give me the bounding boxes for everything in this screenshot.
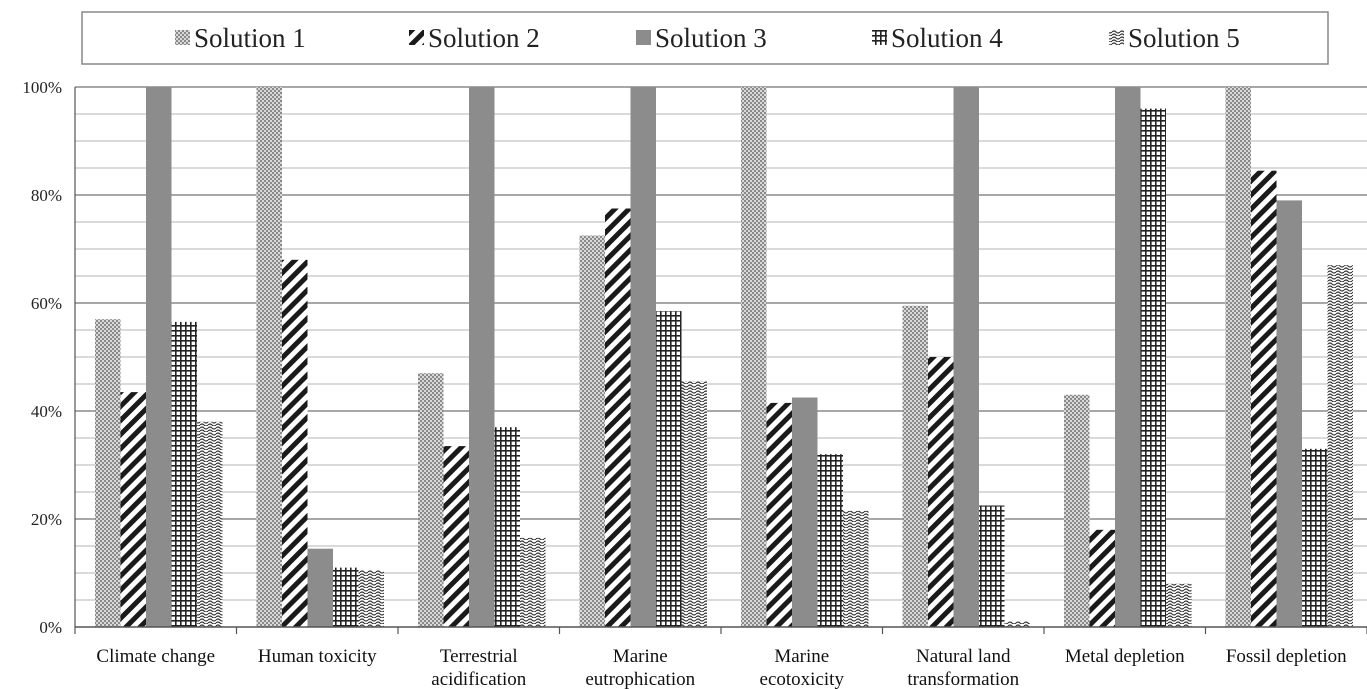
legend-label: Solution 5 — [1128, 23, 1240, 53]
legend-label: Solution 4 — [891, 23, 1003, 53]
bar — [1327, 265, 1353, 627]
bar — [1140, 108, 1166, 628]
bar — [197, 421, 223, 627]
bar — [1064, 394, 1090, 627]
y-tick-label: 40% — [31, 402, 62, 421]
y-axis: 0% 20% 40% 60% 80% 100% — [22, 78, 76, 637]
bar — [979, 505, 1005, 627]
legend-label: Solution 3 — [655, 23, 767, 53]
bar — [1089, 529, 1115, 627]
bars — [95, 87, 1353, 628]
category-label: Human toxicity — [258, 646, 377, 667]
bar — [953, 87, 979, 627]
legend: Solution 1 Solution 2 Solution 3 Solution 4… — [175, 23, 1240, 53]
bar — [1115, 87, 1141, 627]
bar — [494, 427, 520, 627]
bar — [1251, 170, 1277, 627]
bar — [1225, 87, 1251, 627]
category-label: Fossil depletion — [1226, 646, 1347, 667]
bar — [333, 567, 359, 627]
category-label: Climate change — [96, 646, 215, 667]
legend-swatch — [175, 30, 190, 45]
bar — [443, 446, 469, 627]
bar — [256, 87, 282, 627]
category-label: transformation — [907, 669, 1019, 689]
bar — [171, 321, 197, 627]
bar — [1276, 200, 1302, 627]
bar — [681, 381, 707, 627]
bar — [766, 402, 792, 627]
bar — [520, 537, 546, 627]
legend-swatch — [1109, 30, 1124, 45]
legend-swatch — [872, 30, 887, 45]
bar — [120, 392, 146, 627]
bar — [902, 305, 928, 627]
y-tick-label: 0% — [39, 618, 62, 637]
bar — [843, 510, 869, 627]
y-tick-label: 80% — [31, 186, 62, 205]
x-axis: Climate change Human toxicity Terrestriala… — [74, 626, 1367, 689]
category-label: eutrophication — [585, 669, 695, 689]
bar — [656, 311, 682, 627]
legend-label: Solution 1 — [194, 23, 306, 53]
bar — [1302, 448, 1328, 627]
bar — [469, 87, 495, 627]
legend-swatch — [636, 30, 651, 45]
bar — [579, 235, 605, 627]
bar — [817, 454, 843, 627]
bar — [928, 357, 954, 627]
y-tick-label: 60% — [31, 294, 62, 313]
category-label: Metal depletion — [1065, 646, 1185, 667]
bar — [1166, 583, 1192, 627]
bar — [418, 373, 444, 627]
bar — [1004, 621, 1030, 627]
y-tick-label: 100% — [22, 78, 62, 97]
legend-swatch — [409, 30, 424, 45]
category-label: Terrestrial — [440, 646, 518, 667]
category-label: ecotoxicity — [760, 669, 845, 689]
bar — [307, 548, 333, 627]
bar — [792, 397, 818, 627]
bar — [741, 87, 767, 627]
bar — [146, 87, 172, 627]
category-label: Natural land — [916, 646, 1011, 667]
category-label: Marine — [613, 646, 668, 667]
category-label: acidification — [431, 669, 526, 689]
bar — [630, 87, 656, 627]
bar — [282, 259, 308, 627]
bar — [358, 570, 384, 627]
category-label: Marine — [774, 646, 829, 667]
y-tick-label: 20% — [31, 510, 62, 529]
bar — [95, 319, 121, 627]
legend-label: Solution 2 — [428, 23, 540, 53]
bar — [605, 208, 631, 627]
